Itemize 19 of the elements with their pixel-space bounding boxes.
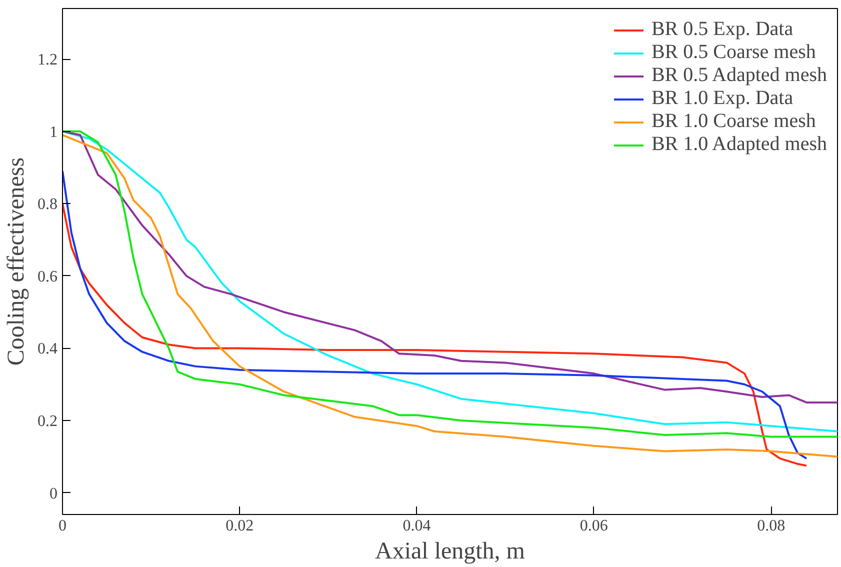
x-tick-label: 0.08	[757, 518, 786, 534]
y-tick-label: 0.2	[38, 413, 58, 430]
legend-label: BR 1.0 Coarse mesh	[651, 110, 816, 133]
legend-label: BR 0.5 Exp. Data	[651, 18, 794, 41]
x-tick-label: 0.02	[226, 518, 254, 534]
legend-label: BR 1.0 Adapted mesh	[651, 133, 827, 156]
legend-label: BR 0.5 Adapted mesh	[651, 64, 827, 87]
x-tick-label: 0.06	[580, 518, 608, 534]
y-tick-label: 0.4	[38, 340, 58, 358]
legend-label: BR 0.5 Coarse mesh	[651, 41, 816, 64]
y-axis-title: Cooling effectiveness	[4, 157, 30, 366]
y-tick-label: 1	[50, 124, 58, 141]
y-tick-label: 0	[50, 485, 58, 502]
y-tick-label: 1.2	[38, 52, 58, 69]
legend-label: BR 1.0 Exp. Data	[651, 87, 794, 110]
y-tick-label: 0.6	[38, 268, 58, 286]
x-tick-label: 0.04	[402, 518, 431, 534]
y-tick-label: 0.8	[38, 196, 58, 214]
x-axis-title: Axial length, m	[375, 538, 526, 564]
